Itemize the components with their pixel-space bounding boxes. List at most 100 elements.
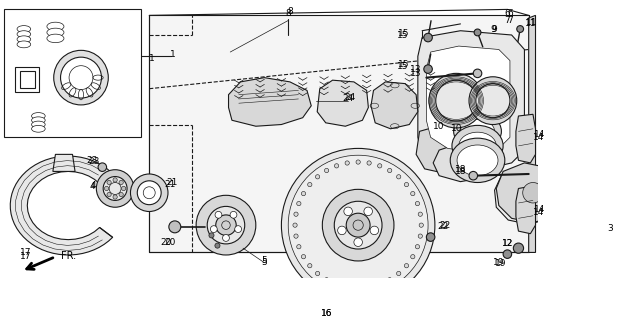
Text: 22: 22 [440,221,451,230]
Text: 5: 5 [261,258,267,267]
Circle shape [427,233,435,241]
Circle shape [324,278,329,282]
Text: 12: 12 [502,239,513,248]
Circle shape [131,174,168,212]
Ellipse shape [32,113,45,119]
Circle shape [324,168,329,172]
Circle shape [354,238,362,246]
Circle shape [476,84,510,118]
Text: 23: 23 [88,157,100,166]
Ellipse shape [17,26,31,32]
Ellipse shape [461,119,495,143]
Text: 15: 15 [397,62,408,71]
Text: 23: 23 [86,156,98,165]
Circle shape [411,255,415,259]
Polygon shape [53,154,75,172]
Circle shape [436,80,476,121]
Text: 19: 19 [493,258,505,267]
Ellipse shape [47,22,64,31]
Circle shape [297,244,301,249]
Text: 22: 22 [438,222,449,231]
Polygon shape [529,15,536,252]
Ellipse shape [454,113,502,150]
Polygon shape [495,167,561,224]
Text: 7: 7 [507,16,513,25]
Circle shape [418,234,422,238]
Ellipse shape [17,31,31,37]
Circle shape [377,282,382,287]
Circle shape [113,195,117,199]
Text: 19: 19 [495,259,506,268]
Ellipse shape [17,41,31,48]
Circle shape [216,215,236,236]
Circle shape [119,180,123,185]
Circle shape [122,186,126,191]
Circle shape [404,264,409,268]
Circle shape [107,192,111,197]
Circle shape [297,201,301,206]
Circle shape [308,182,312,187]
Circle shape [302,191,305,196]
Circle shape [316,175,320,179]
Text: 6: 6 [507,9,513,18]
Text: 7: 7 [505,16,510,25]
Text: 14: 14 [533,208,545,217]
Polygon shape [416,124,479,174]
Text: 10: 10 [433,122,445,131]
Circle shape [119,192,123,197]
Polygon shape [516,114,536,163]
Circle shape [230,212,237,218]
Circle shape [367,285,371,289]
Text: 4: 4 [91,181,97,190]
Circle shape [209,233,214,238]
Text: 3: 3 [607,224,613,233]
Text: 16: 16 [321,309,333,318]
Ellipse shape [451,138,505,182]
Circle shape [370,226,379,235]
Text: 13: 13 [410,66,422,75]
Circle shape [473,69,482,78]
Circle shape [61,57,102,98]
Circle shape [288,155,428,295]
Text: 20: 20 [165,238,176,247]
Text: 14: 14 [533,133,545,142]
Circle shape [334,164,339,168]
Circle shape [338,226,346,235]
Polygon shape [516,186,536,234]
Text: FR.: FR. [61,251,76,261]
Text: 21: 21 [165,180,176,189]
Text: 9: 9 [492,25,497,34]
Polygon shape [10,156,119,255]
Circle shape [522,182,543,203]
Circle shape [346,213,370,237]
Circle shape [345,285,350,289]
Circle shape [356,160,360,164]
Circle shape [223,235,230,241]
Circle shape [474,29,481,36]
Circle shape [334,282,339,287]
Circle shape [210,226,217,233]
Polygon shape [317,80,369,126]
Text: 16: 16 [321,309,333,318]
Circle shape [207,206,245,244]
Circle shape [387,278,392,282]
Circle shape [377,164,382,168]
Polygon shape [149,15,529,252]
Bar [20,71,35,88]
Circle shape [424,33,432,42]
Text: 24: 24 [344,93,355,102]
Ellipse shape [17,36,31,43]
Bar [15,67,39,92]
Polygon shape [228,78,311,126]
Text: 21: 21 [167,178,178,187]
Circle shape [103,177,127,200]
Text: 18: 18 [455,167,466,176]
Ellipse shape [47,28,64,37]
Circle shape [308,264,312,268]
Text: 9: 9 [490,25,496,34]
Polygon shape [433,140,495,182]
Text: 15: 15 [398,60,409,69]
Circle shape [302,255,305,259]
Ellipse shape [32,117,45,124]
Text: 15: 15 [397,31,408,40]
